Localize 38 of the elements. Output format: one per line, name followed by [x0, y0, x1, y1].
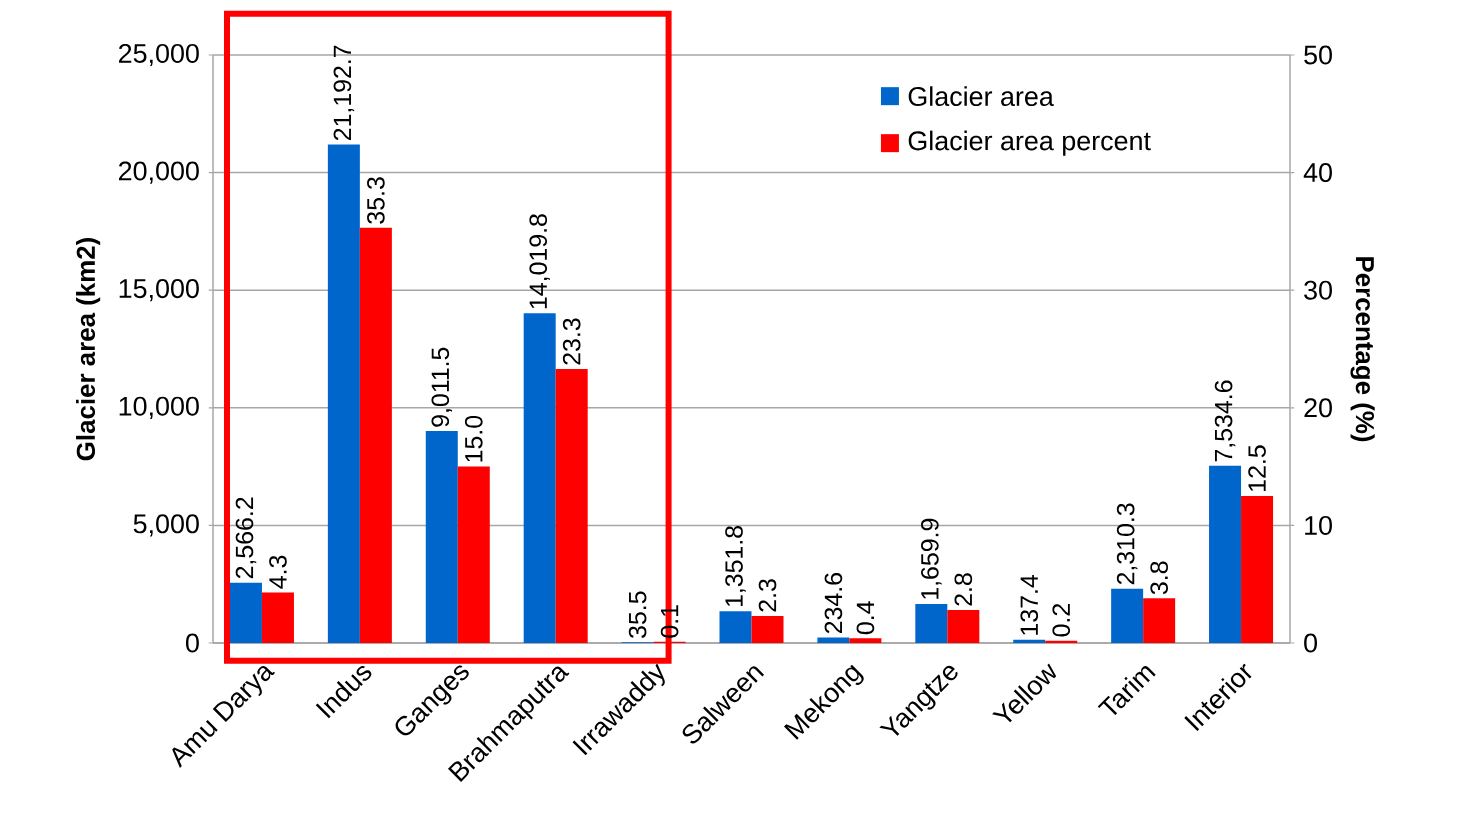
y-axis-title: Glacier area (km2)	[76, 238, 101, 461]
data-label: 0.1	[660, 605, 679, 638]
data-label: 137.4	[1020, 574, 1039, 635]
y-tick-label: 15,000	[119, 279, 199, 302]
y-tick-label: 5,000	[133, 514, 199, 537]
y2-tick-label: 10	[1305, 515, 1332, 535]
y-tick-label: 20,000	[119, 161, 199, 184]
legend-label: Glacier area	[908, 86, 1054, 107]
data-label: 2,310.3	[1116, 503, 1138, 585]
data-label: 0.2	[1052, 604, 1071, 637]
data-label: 21,192.7	[333, 45, 355, 141]
data-label: 12.5	[1248, 445, 1266, 491]
data-label: 2.8	[954, 573, 973, 606]
y2-tick-label: 30	[1304, 280, 1332, 300]
data-label: 7,534.6	[1214, 380, 1236, 462]
y-tick-label: 0	[186, 633, 199, 653]
data-label: 4.3	[269, 555, 287, 589]
y2-tick-label: 0	[1304, 633, 1317, 653]
legend-label: Glacier area percent	[908, 130, 1151, 156]
y2-axis-title: Percentage (%)	[1350, 257, 1375, 442]
data-label: 1,659.9	[921, 518, 942, 599]
data-label: 14,019.8	[529, 214, 550, 309]
data-label: 1,351.8	[725, 526, 746, 607]
data-label: 9,011.5	[431, 347, 453, 427]
y-tick-label: 10,000	[119, 396, 199, 419]
data-label: 2,566.2	[235, 497, 257, 579]
data-label: 2.3	[758, 579, 777, 612]
data-label: 0.4	[856, 601, 875, 635]
data-label: 15.0	[464, 415, 483, 462]
data-label: 23.3	[562, 318, 581, 365]
y2-tick-label: 50	[1304, 45, 1332, 65]
data-label: 234.6	[824, 573, 843, 634]
y2-tick-label: 20	[1304, 398, 1332, 418]
data-label: 3.8	[1150, 561, 1168, 595]
data-label: 35.5	[628, 591, 647, 639]
y2-tick-label: 40	[1303, 163, 1332, 183]
y-tick-label: 25,000	[119, 43, 199, 67]
data-label: 35.3	[367, 177, 385, 224]
